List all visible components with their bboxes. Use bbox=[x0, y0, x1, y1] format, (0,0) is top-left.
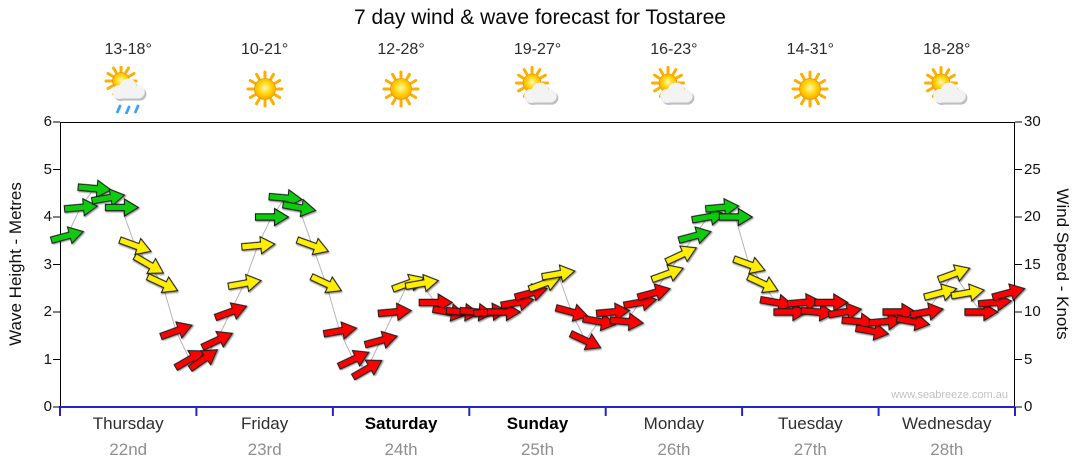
watermark: www.seabreeze.com.au bbox=[891, 389, 1008, 401]
weather-icon-sun-cloud bbox=[515, 66, 559, 106]
y-axis-tick-left: 4 bbox=[43, 208, 52, 225]
day-date: 23rd bbox=[247, 440, 282, 459]
day-date: 27th bbox=[793, 440, 827, 459]
day-name: Friday bbox=[241, 414, 289, 433]
temperature-range: 12-28° bbox=[377, 41, 425, 58]
y-axis-tick-right: 25 bbox=[1024, 160, 1041, 178]
y-axis-tick-right: 30 bbox=[1024, 113, 1041, 130]
temperature-range: 10-21° bbox=[240, 41, 289, 58]
y-axis-tick-left: 6 bbox=[43, 113, 52, 130]
y-axis-tick-left: 5 bbox=[43, 160, 52, 178]
weather-icon-sun bbox=[791, 70, 829, 108]
y-axis-tick-left: 1 bbox=[43, 350, 52, 368]
right-axis-title: Wind Speed - Knots bbox=[1053, 188, 1072, 340]
temperature-range: 18-28° bbox=[923, 41, 971, 58]
left-axis-title: Wave Height - Metres bbox=[6, 182, 25, 346]
y-axis-tick-right: 0 bbox=[1024, 398, 1033, 415]
y-axis-tick-left: 2 bbox=[43, 303, 52, 320]
day-name: Wednesday bbox=[902, 414, 992, 433]
temperature-range: 13-18° bbox=[104, 41, 152, 58]
y-axis-tick-left: 0 bbox=[43, 398, 52, 415]
weather-icon-sun-rain bbox=[104, 66, 147, 114]
y-axis-tick-right: 15 bbox=[1024, 255, 1041, 273]
y-axis-tick-right: 10 bbox=[1024, 303, 1041, 320]
weather-icon-sun bbox=[246, 70, 284, 108]
chart-title: 7 day wind & wave forecast for Tostaree bbox=[354, 6, 726, 29]
y-axis-tick-left: 3 bbox=[43, 255, 52, 273]
day-name: Tuesday bbox=[778, 414, 843, 433]
day-date: 25th bbox=[520, 440, 555, 459]
y-axis-tick-right: 5 bbox=[1024, 350, 1033, 368]
day-date: 26th bbox=[657, 440, 691, 459]
weather-icon-sun-cloud bbox=[651, 66, 695, 106]
weather-icon-sun bbox=[382, 70, 420, 108]
day-name: Monday bbox=[643, 414, 705, 433]
day-name: Saturday bbox=[364, 414, 438, 433]
day-date: 28th bbox=[930, 440, 964, 459]
temperature-range: 19-27° bbox=[513, 41, 562, 58]
day-name: Thursday bbox=[92, 414, 164, 433]
weather-icon-sun-cloud bbox=[924, 66, 968, 106]
day-name: Sunday bbox=[506, 414, 569, 433]
y-axis-tick-right: 20 bbox=[1024, 208, 1041, 225]
temperature-range: 14-31° bbox=[786, 41, 834, 58]
day-date: 24th bbox=[384, 440, 418, 459]
day-date: 22nd bbox=[109, 440, 148, 459]
temperature-range: 16-23° bbox=[650, 41, 698, 58]
